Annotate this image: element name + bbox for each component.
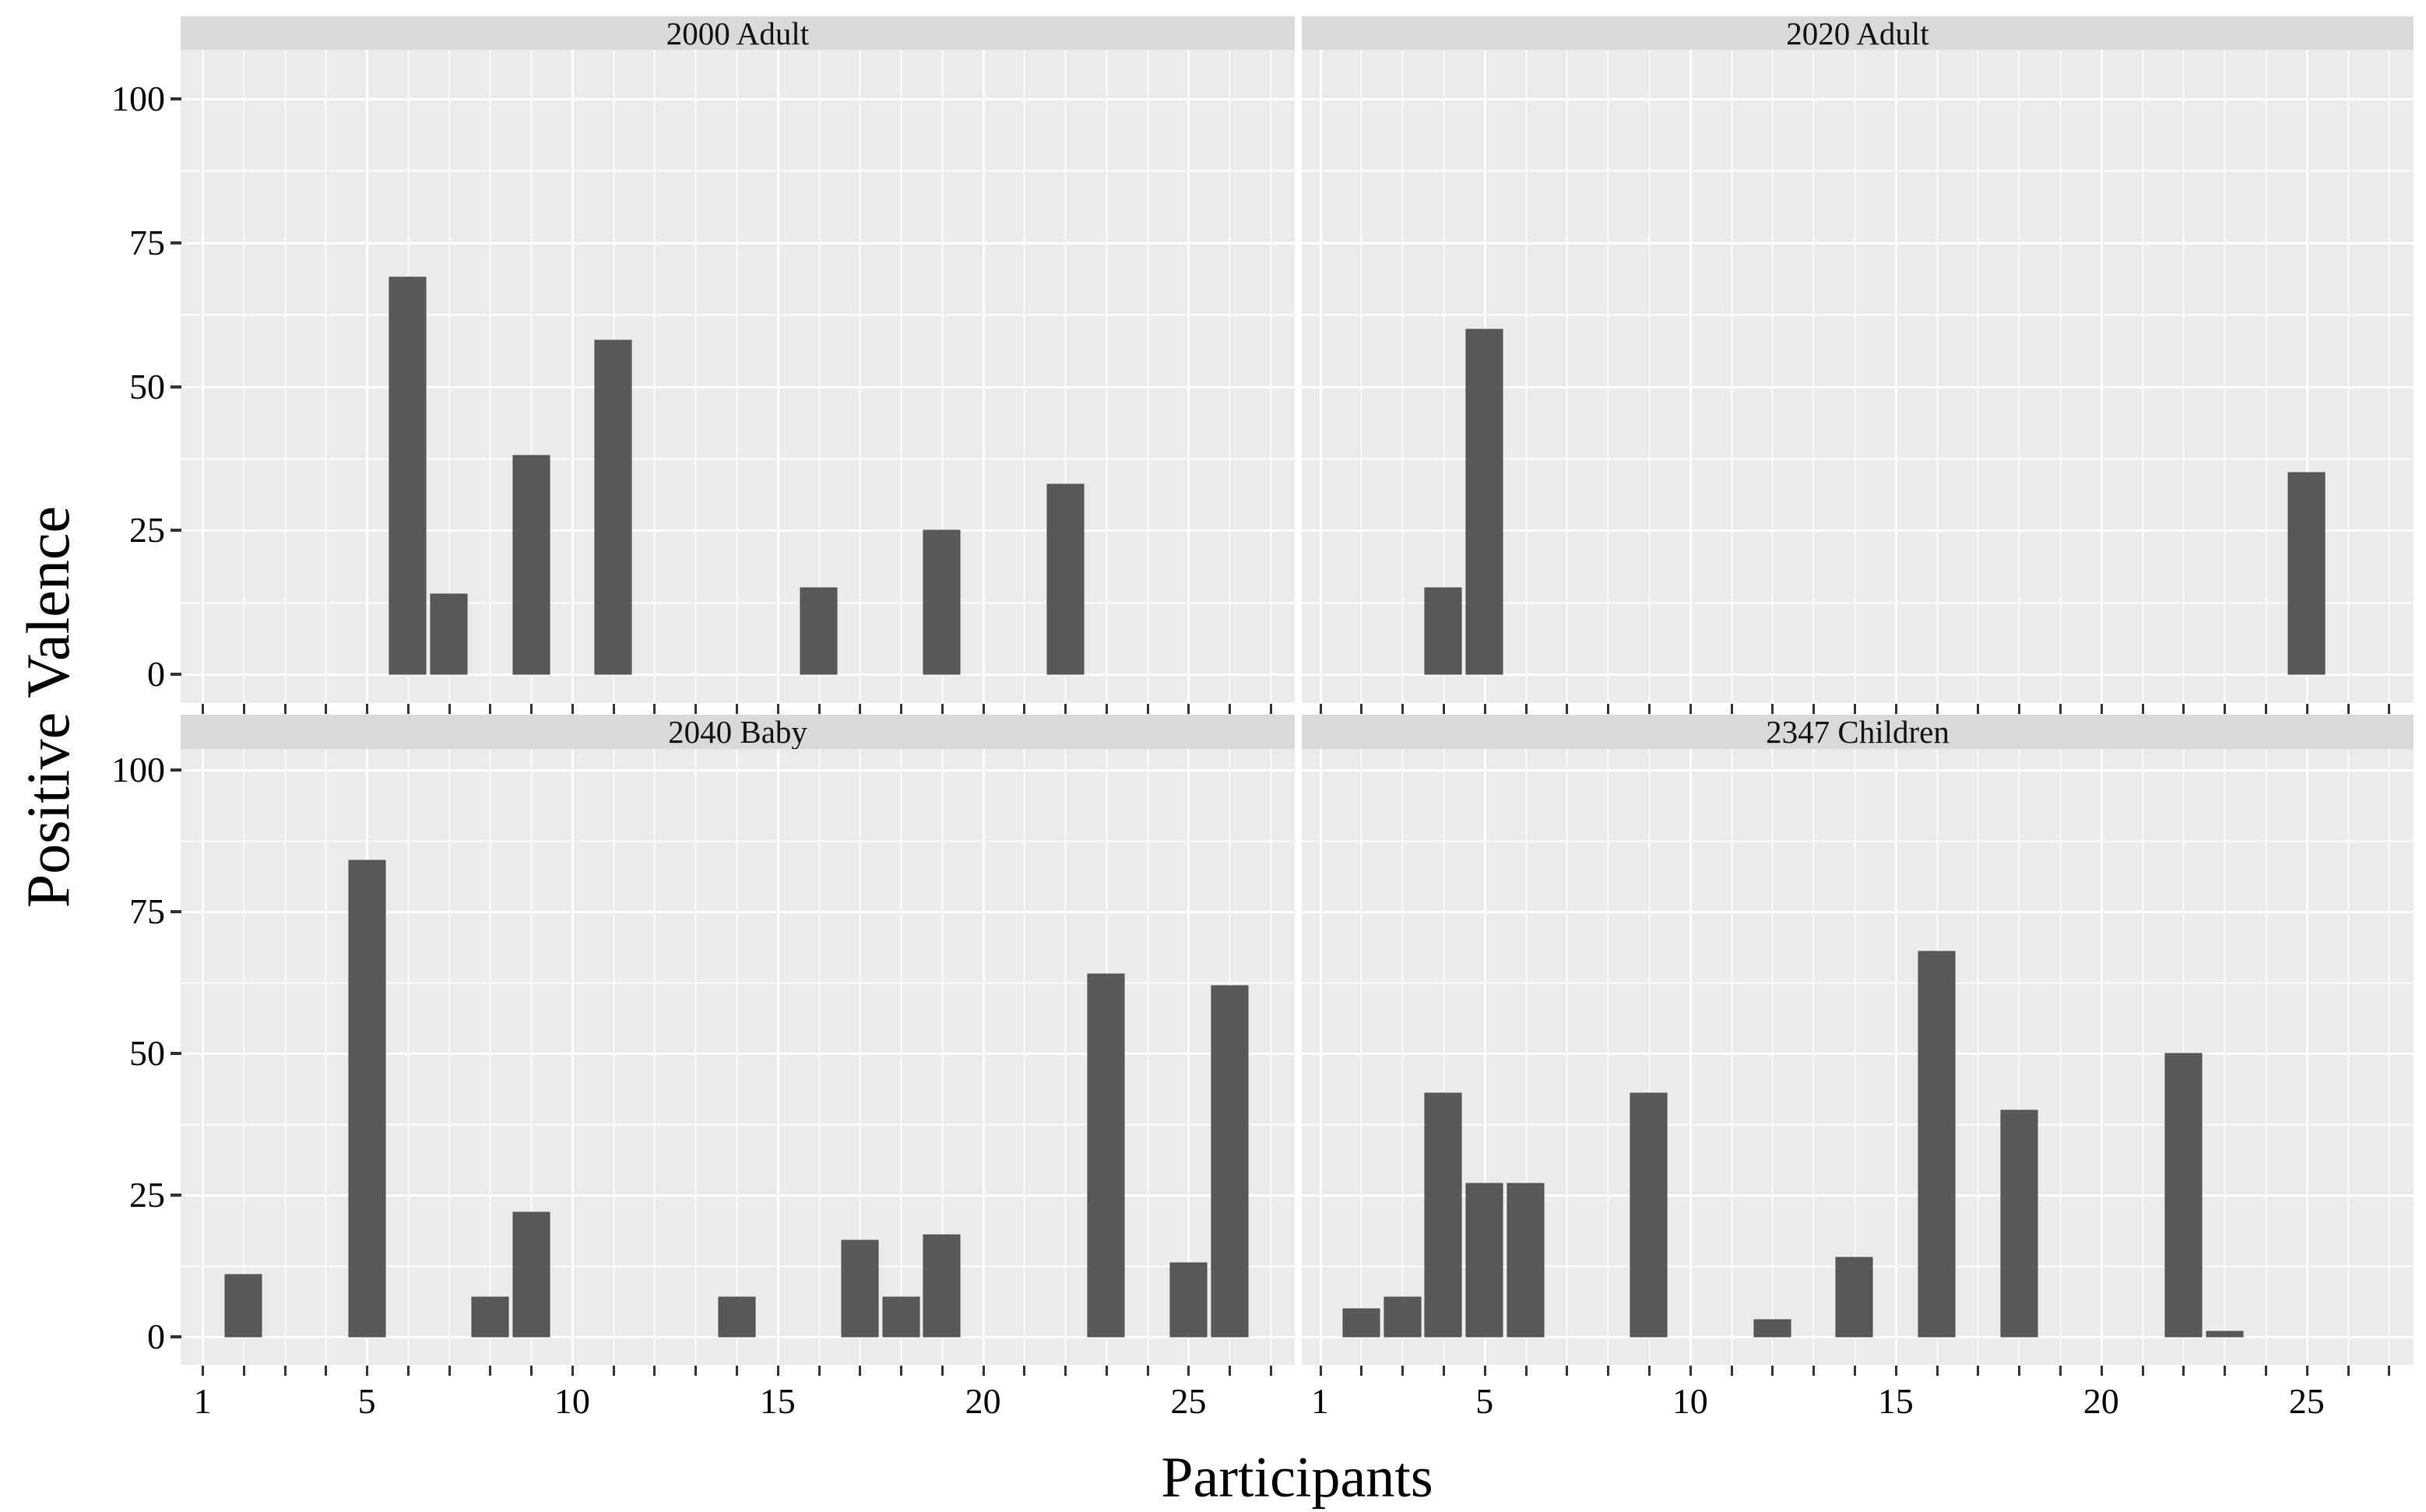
y-tick-label: 50	[129, 366, 165, 406]
y-tick-label: 100	[111, 79, 165, 118]
facet-panel-2000-adult	[181, 50, 1295, 714]
x-tick-label: 25	[2288, 1381, 2325, 1421]
y-tick-label: 0	[147, 654, 165, 694]
x-axis-title: Participants	[1161, 1446, 1433, 1510]
y-tick-mark	[171, 910, 181, 913]
x-tick-label: 5	[357, 1381, 376, 1421]
y-tick-mark	[171, 673, 181, 676]
y-tick-label: 25	[129, 510, 165, 550]
bar-participant-17	[841, 1239, 879, 1338]
bar-participant-23	[1087, 973, 1125, 1338]
bar-participant-19	[923, 1234, 961, 1338]
bar-participant-6	[389, 276, 427, 675]
bar-participant-18	[2000, 1109, 2038, 1338]
y-tick-label: 25	[129, 1175, 165, 1215]
x-tick-label: 15	[759, 1381, 796, 1421]
y-tick-mark	[171, 97, 181, 100]
y-tick-label: 75	[129, 891, 165, 931]
facet-strip-2020-adult: 2020 Adult	[1302, 15, 2414, 51]
facet-strip-label: 2020 Adult	[1786, 15, 1929, 51]
y-tick-mark	[171, 385, 181, 389]
facet-strip-label: 2347 Children	[1766, 714, 1950, 750]
y-tick-mark	[171, 768, 181, 772]
y-tick-label: 100	[111, 750, 165, 789]
bar-participant-16	[1918, 951, 1956, 1338]
y-tick-mark	[171, 1194, 181, 1197]
bar-participant-16	[800, 587, 838, 675]
bar-participant-5	[348, 860, 386, 1338]
panel-background	[181, 50, 1295, 703]
facet-panel-2347-children	[1302, 749, 2414, 1376]
facet-strip-2040-baby: 2040 Baby	[181, 714, 1295, 750]
bar-participant-9	[512, 1211, 550, 1338]
bar-participant-26	[1211, 985, 1249, 1338]
bar-participant-6	[1507, 1183, 1545, 1338]
bar-participant-14	[718, 1296, 756, 1338]
x-tick-label: 1	[1311, 1381, 1329, 1421]
bar-participant-22	[2164, 1053, 2203, 1338]
bar-participant-4	[1424, 587, 1462, 675]
bar-participant-12	[1753, 1319, 1791, 1338]
facet-strip-2347-children: 2347 Children	[1302, 714, 2414, 750]
bar-participant-8	[471, 1296, 509, 1338]
bar-participant-2	[224, 1274, 262, 1338]
bar-participant-19	[923, 529, 961, 675]
x-tick-label: 15	[1877, 1381, 1914, 1421]
y-tick-mark	[171, 241, 181, 244]
bar-participant-7	[430, 593, 468, 675]
x-tick-label: 10	[1672, 1381, 1708, 1421]
facet-strip-label: 2040 Baby	[668, 714, 807, 750]
bar-participant-5	[1465, 329, 1503, 675]
bar-participant-9	[512, 455, 550, 675]
facet-panel-2020-adult	[1302, 50, 2414, 714]
bar-participant-3	[1384, 1296, 1422, 1338]
bar-participant-23	[2206, 1331, 2244, 1338]
y-tick-label: 75	[129, 222, 165, 262]
x-tick-label: 20	[2083, 1381, 2119, 1421]
bar-participant-9	[1630, 1092, 1668, 1338]
y-tick-label: 0	[147, 1317, 165, 1356]
x-tick-label: 25	[1170, 1381, 1207, 1421]
x-tick-label: 1	[193, 1381, 212, 1421]
facet-panel-2040-baby	[181, 749, 1295, 1376]
bar-participant-25	[2287, 472, 2326, 675]
facet-strip-2000-adult: 2000 Adult	[181, 15, 1295, 51]
x-tick-label: 10	[554, 1381, 590, 1421]
y-tick-label: 50	[129, 1033, 165, 1073]
y-tick-mark	[171, 1335, 181, 1338]
x-tick-label: 5	[1475, 1381, 1494, 1421]
bar-participant-18	[882, 1296, 920, 1338]
bar-participant-22	[1046, 483, 1085, 675]
y-tick-mark	[171, 529, 181, 533]
bar-participant-11	[594, 339, 632, 675]
bar-participant-4	[1424, 1092, 1462, 1338]
x-tick-label: 20	[965, 1381, 1001, 1421]
bar-participant-25	[1169, 1262, 1208, 1338]
y-axis-title: Positive Valence	[14, 505, 82, 909]
bar-participant-2	[1342, 1308, 1380, 1338]
facet-strip-label: 2000 Adult	[666, 15, 810, 51]
bar-participant-5	[1465, 1183, 1503, 1338]
y-tick-mark	[171, 1052, 181, 1055]
bar-participant-14	[1835, 1257, 1873, 1338]
